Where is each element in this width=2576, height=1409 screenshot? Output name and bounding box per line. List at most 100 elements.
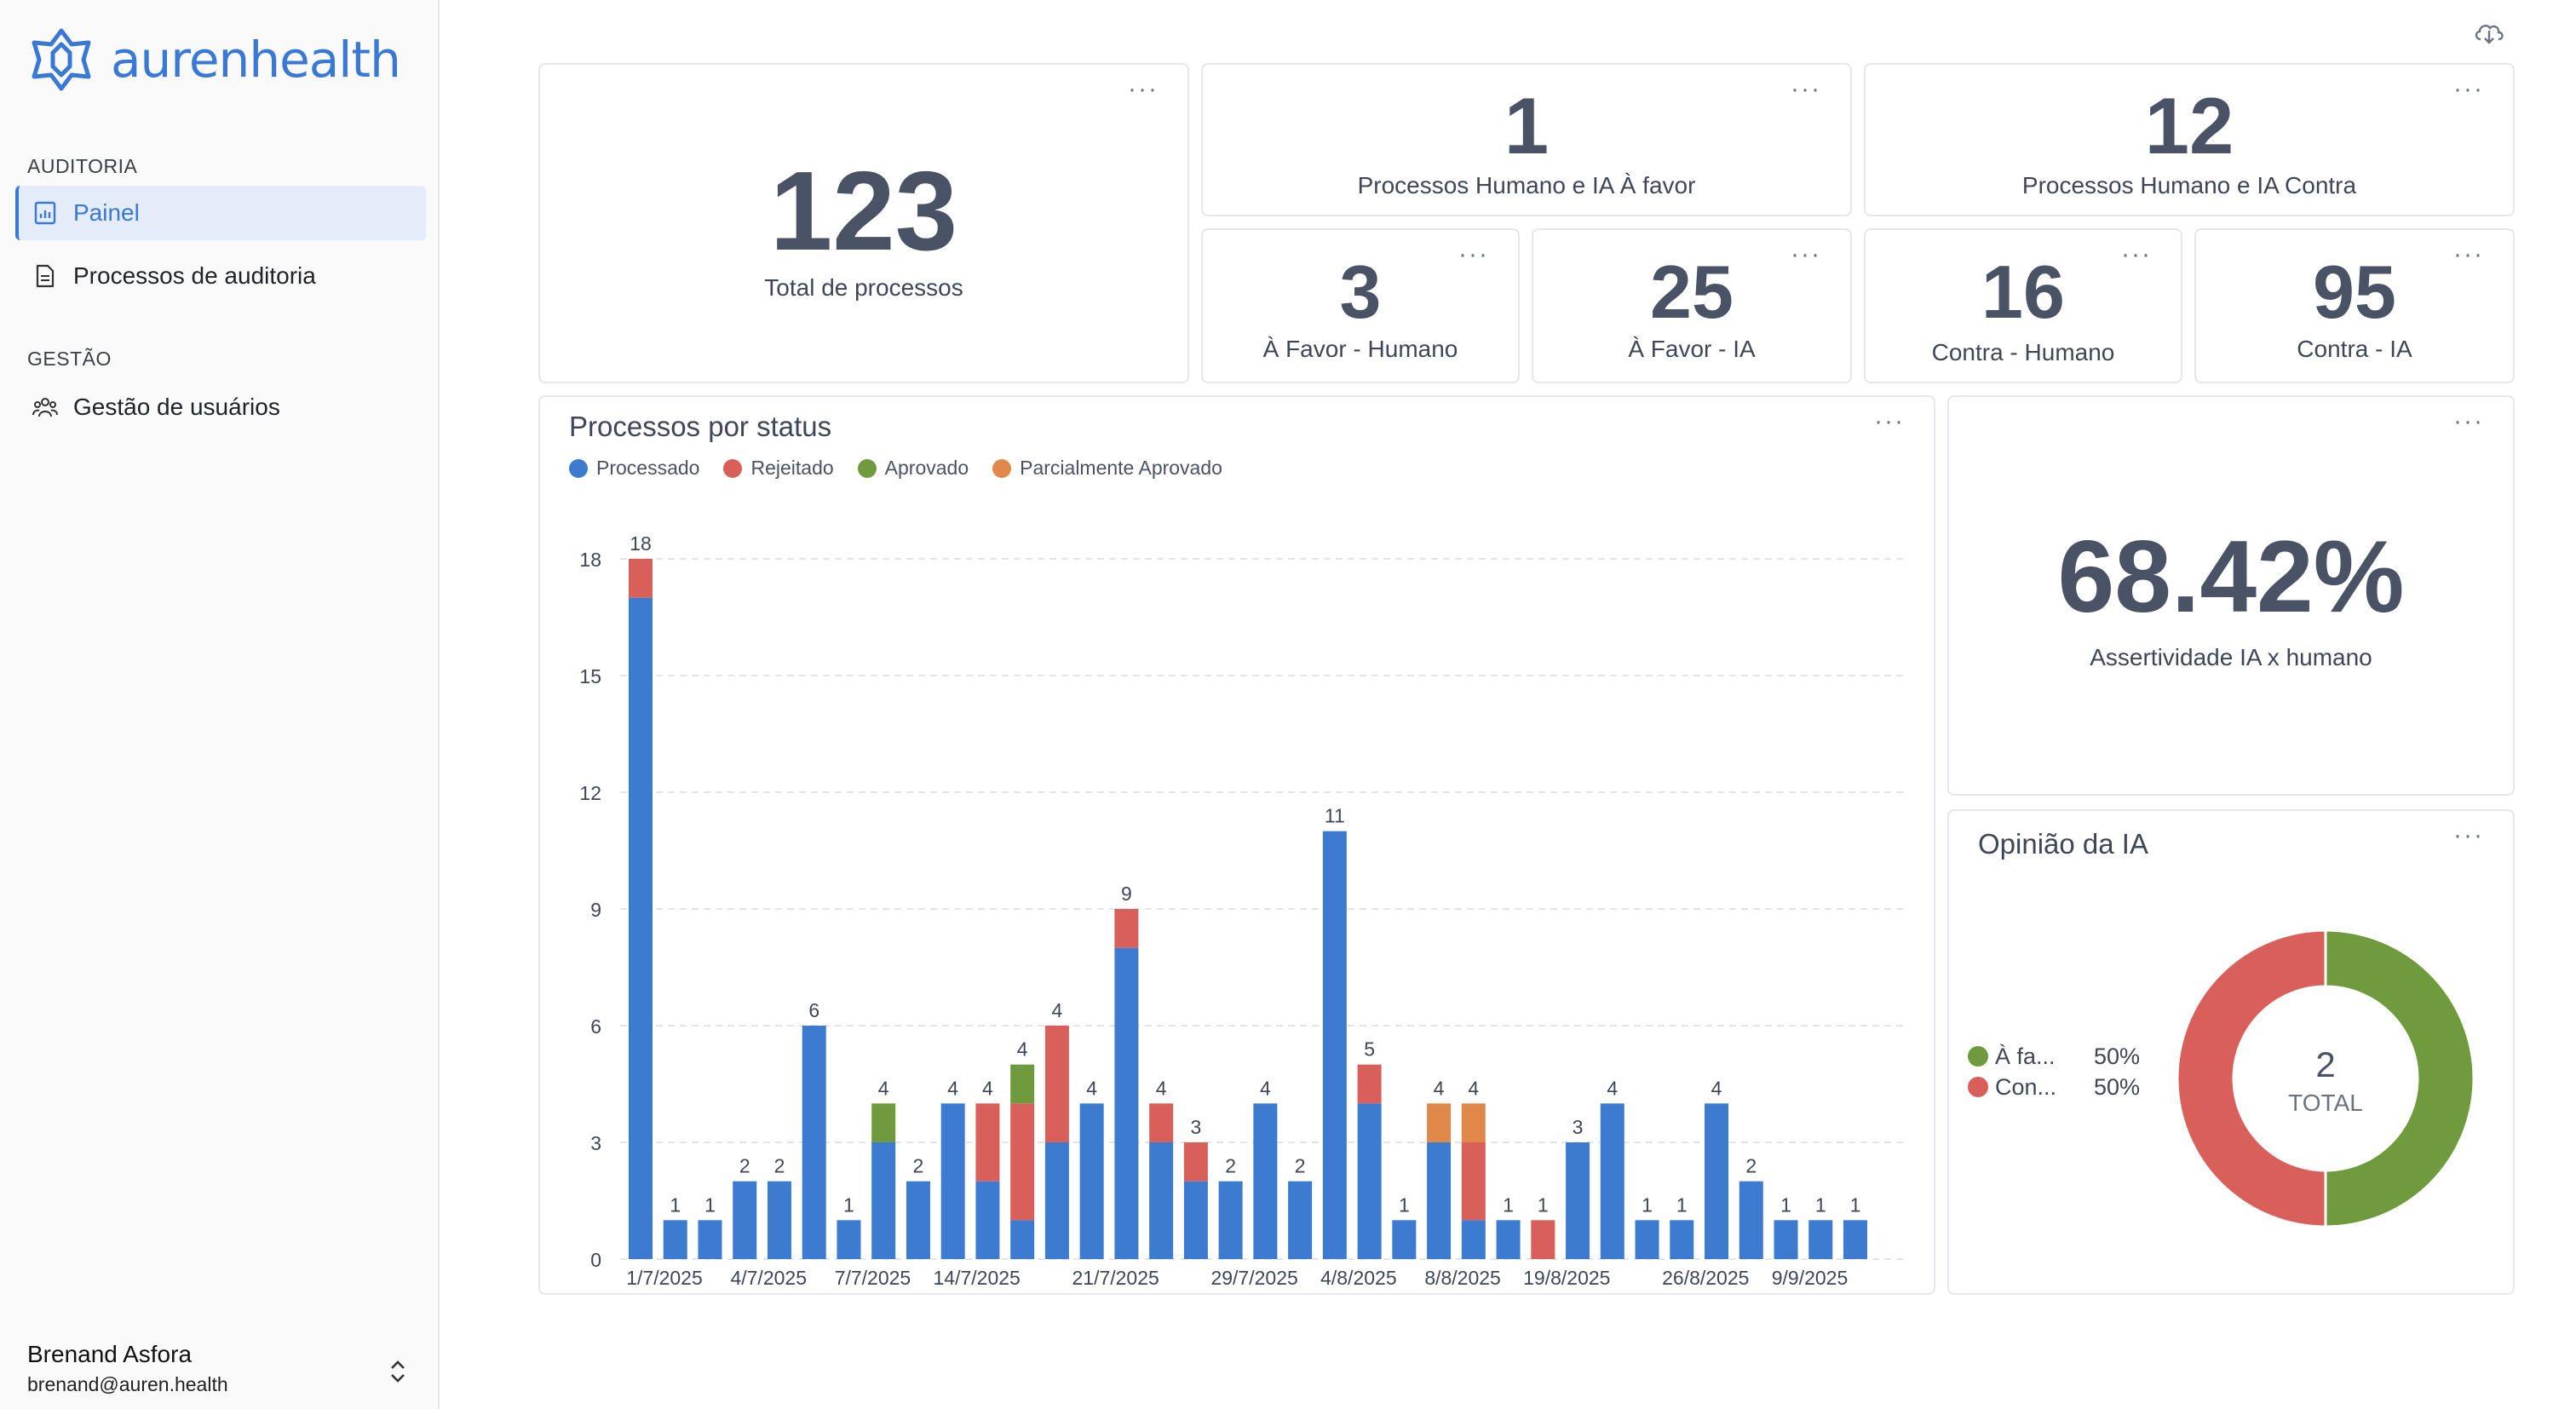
bar-segment[interactable] [1010,1103,1035,1221]
donut-slice-contra[interactable] [2176,929,2327,1228]
bar-data-label: 9 [1121,883,1132,905]
bar-segment[interactable] [837,1220,861,1259]
bar-segment[interactable] [1808,1220,1833,1259]
more-options-icon[interactable]: ··· [1128,75,1159,103]
legend-item-parcial[interactable]: Parcialmente Aprovado [992,457,1222,480]
kpi-favor-humano-card: ··· 3 À Favor - Humano [1201,228,1520,383]
bar-data-label: 1 [670,1193,681,1216]
bar-segment[interactable] [1774,1220,1798,1259]
bar-segment[interactable] [1600,1103,1624,1259]
donut-chart: 2 TOTAL [2176,929,2475,1228]
opiniao-ia-card: ··· Opinião da IA À fa... 50% Con... 50%… [1947,809,2515,1295]
donut-legend-item-favor[interactable]: À fa... 50% [1968,1041,2140,1072]
bar-segment[interactable] [1392,1220,1417,1259]
more-options-icon[interactable]: ··· [1874,407,1905,435]
bar-data-label: 4 [1156,1077,1167,1099]
more-options-icon[interactable]: ··· [2453,821,2484,849]
bar-segment[interactable] [1149,1142,1174,1259]
legend-label: Aprovado [884,457,969,479]
bar-segment[interactable] [698,1220,722,1259]
bar-segment[interactable] [1218,1181,1243,1259]
bar-segment[interactable] [1010,1220,1035,1259]
bar-segment[interactable] [1149,1103,1174,1142]
bar-segment[interactable] [1427,1103,1452,1142]
bar-segment[interactable] [802,1026,826,1259]
sidebar-item-processos[interactable]: Processos de auditoria [15,249,426,303]
bar-segment[interactable] [1114,947,1139,1259]
more-options-icon[interactable]: ··· [2453,240,2484,268]
bar-segment[interactable] [663,1220,687,1259]
legend-dot [992,458,1012,478]
bar-segment[interactable] [1079,1103,1104,1259]
bar-segment[interactable] [1461,1220,1486,1259]
legend-dot [1968,1046,1988,1067]
sidebar: aurenhealth AUDITORIA Painel Processos d… [0,0,440,1409]
legend-dot [1968,1077,1988,1097]
bar-data-label: 2 [913,1155,924,1177]
user-profile[interactable]: Brenand Asfora brenand@auren.health [27,1341,228,1396]
bar-segment[interactable] [871,1142,896,1259]
more-options-icon[interactable]: ··· [1458,240,1489,268]
bar-segment[interactable] [1357,1103,1382,1259]
more-options-icon[interactable]: ··· [2453,407,2484,435]
more-options-icon[interactable]: ··· [2453,75,2484,103]
more-options-icon[interactable]: ··· [1791,240,1821,268]
legend-dot [723,458,743,478]
bar-data-label: 4 [1468,1077,1479,1099]
bar-segment[interactable] [1461,1103,1486,1142]
bar-segment[interactable] [1044,1142,1069,1259]
legend-item-processado[interactable]: Processado [569,457,699,480]
bar-segment[interactable] [1496,1220,1521,1259]
legend-item-rejeitado[interactable]: Rejeitado [723,457,834,480]
bar-segment[interactable] [767,1181,791,1259]
bar-segment[interactable] [1357,1064,1382,1104]
bar-segment[interactable] [1183,1142,1208,1182]
bar-segment[interactable] [629,597,653,1259]
bar-segment[interactable] [1635,1220,1659,1259]
bar-segment[interactable] [975,1103,1000,1182]
bar-segment[interactable] [1461,1142,1486,1221]
kpi-contra-humano-card: ··· 16 Contra - Humano [1864,228,2182,383]
more-options-icon[interactable]: ··· [2121,240,2152,268]
bar-segment[interactable] [629,559,653,598]
donut-slice-favor[interactable] [2324,929,2475,1228]
bar-segment[interactable] [940,1103,965,1259]
bar-segment[interactable] [1010,1064,1035,1104]
bar-segment[interactable] [1183,1181,1208,1259]
sidebar-item-painel[interactable]: Painel [15,186,426,240]
bar-segment[interactable] [1670,1220,1694,1259]
bar-data-label: 3 [1190,1116,1201,1138]
bar-segment[interactable] [1739,1181,1763,1259]
bar-segment[interactable] [871,1103,896,1142]
bar-data-label: 1 [843,1193,854,1216]
bar-segment[interactable] [1288,1181,1313,1259]
bar-segment[interactable] [1705,1103,1729,1259]
legend-item-aprovado[interactable]: Aprovado [857,457,969,480]
cloud-download-icon[interactable] [2472,17,2506,46]
donut-legend: À fa... 50% Con... 50% [1968,1041,2140,1102]
logo[interactable]: aurenhealth [27,26,401,94]
chevron-up-down-icon[interactable] [385,1354,411,1389]
user-name: Brenand Asfora [27,1341,193,1367]
bar-segment[interactable] [1531,1220,1555,1259]
y-tick-label: 15 [579,665,601,687]
sidebar-item-usuarios[interactable]: Gestão de usuários [15,380,426,434]
kpi-total-value: 123 [769,148,958,273]
bar-segment[interactable] [1566,1142,1590,1259]
bar-segment[interactable] [733,1181,757,1259]
bar-segment[interactable] [1044,1026,1069,1142]
legend-dot [857,458,877,478]
more-options-icon[interactable]: ··· [1791,75,1821,103]
bar-segment[interactable] [1843,1220,1867,1259]
bar-segment[interactable] [1253,1103,1278,1259]
bar-segment[interactable] [1114,909,1139,948]
nav-section-auditoria: AUDITORIA [27,155,138,177]
bar-segment[interactable] [1322,831,1347,1259]
x-tick-label: 7/7/2025 [835,1267,911,1289]
bar-segment[interactable] [906,1181,930,1259]
bar-data-label: 1 [1503,1193,1514,1216]
bar-segment[interactable] [975,1181,1000,1259]
bar-segment[interactable] [1427,1142,1452,1259]
users-icon [32,394,58,420]
donut-legend-item-contra[interactable]: Con... 50% [1968,1072,2140,1102]
